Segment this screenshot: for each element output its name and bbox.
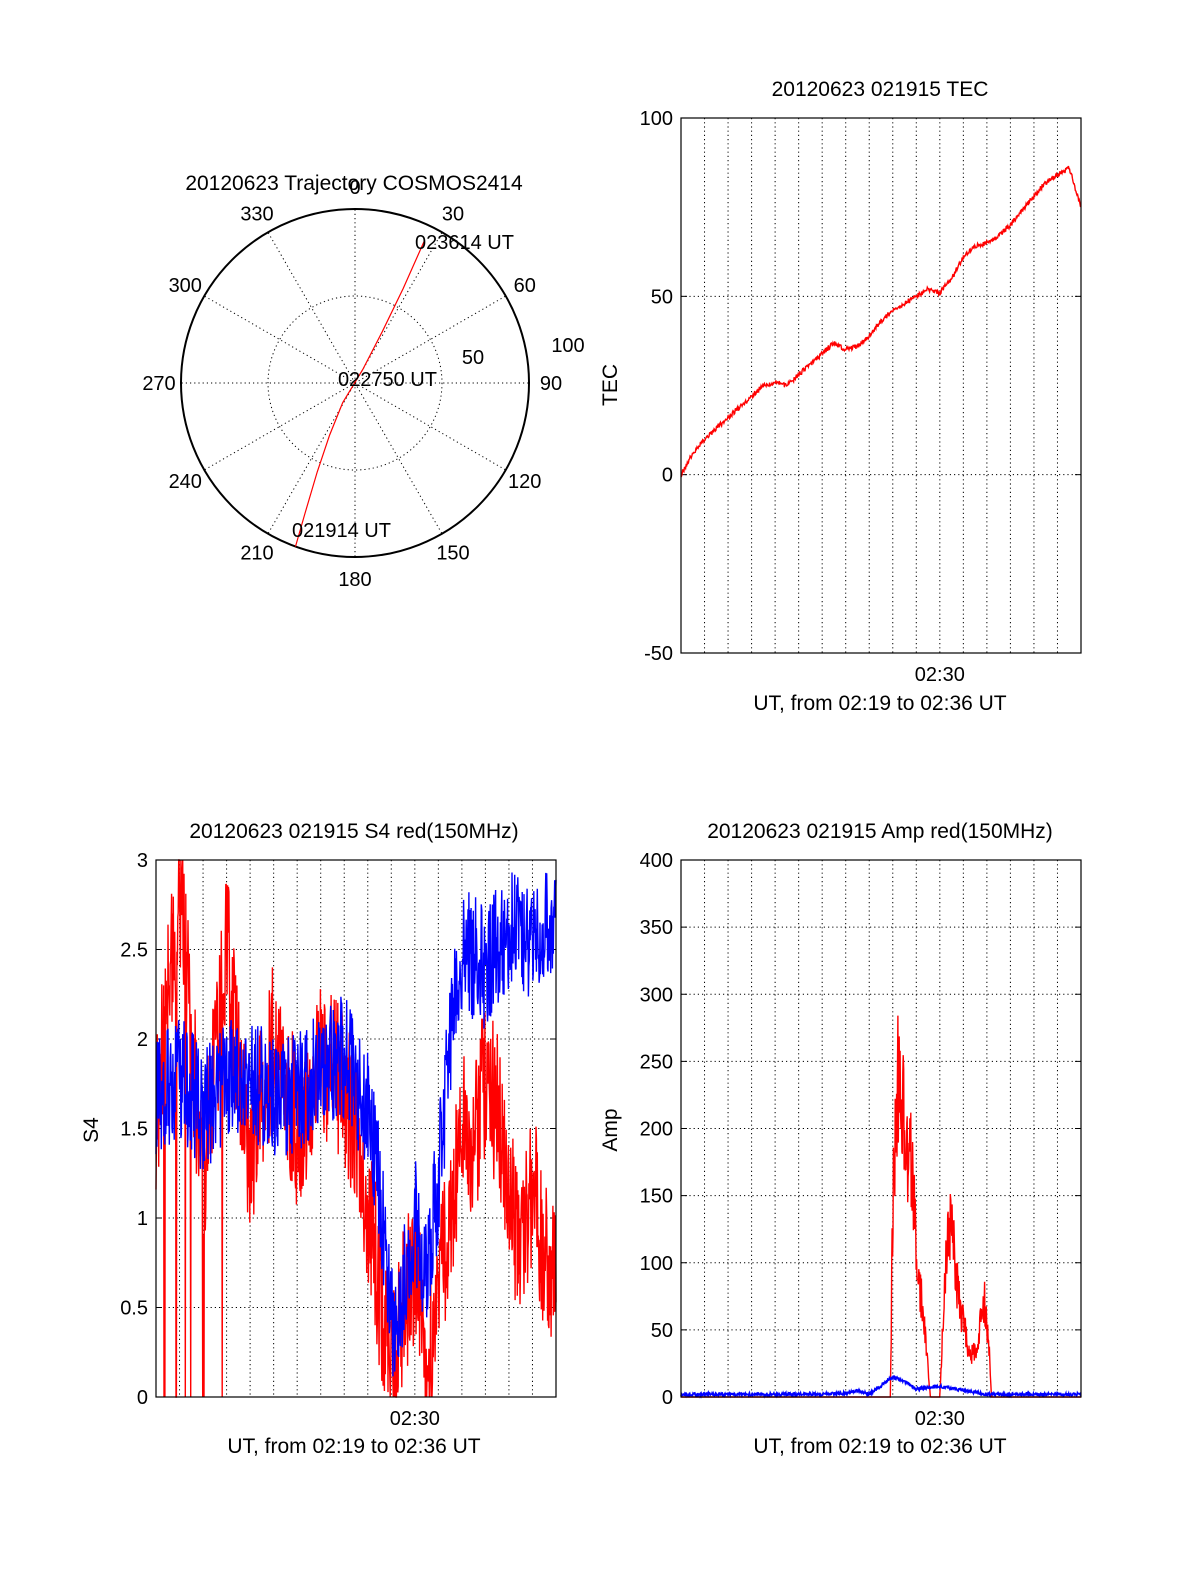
amp-frame xyxy=(680,859,1082,1398)
polar-title: 20120623 Trajectory COSMOS2414 xyxy=(185,172,523,195)
s4-red-series-line xyxy=(155,859,557,1398)
tec-y-tick-label--50: -50 xyxy=(644,643,673,665)
tec-y-tick-label-50: 50 xyxy=(651,286,673,308)
amp-blue-series-line xyxy=(680,1375,1082,1399)
amp-y-tick-label-150: 150 xyxy=(640,1186,673,1208)
s4-frame xyxy=(155,859,557,1398)
tec-y-axis-label: TEC xyxy=(599,364,622,406)
polar-azimuth-label-150: 150 xyxy=(436,543,469,565)
amp-y-tick-label-400: 400 xyxy=(640,850,673,872)
s4-title: 20120623 021915 S4 red(150MHz) xyxy=(189,820,518,843)
polar-azimuth-label-90: 90 xyxy=(540,373,562,395)
polar-trajectory-line xyxy=(294,240,426,547)
polar-annotation-mid: 022750 UT xyxy=(338,369,437,391)
polar-radial-label-50: 50 xyxy=(462,347,484,369)
amp-plot: 20120623 021915 Amp red(150MHz) 0 50 100 15… xyxy=(599,820,1082,1458)
amp-y-tick-label-350: 350 xyxy=(640,917,673,939)
tec-x-tick-label-0230: 02:30 xyxy=(915,664,965,686)
polar-plot: 20120623 Trajectory COSMOS2414 0 30 60 90 12… xyxy=(142,172,584,591)
polar-spoke-120 xyxy=(354,382,506,471)
polar-azimuth-label-30: 30 xyxy=(442,203,464,225)
tec-frame xyxy=(680,117,1082,654)
s4-x-tick-label-0230: 02:30 xyxy=(390,1408,440,1430)
polar-azimuth-label-120: 120 xyxy=(508,471,541,493)
s4-y-tick-label-0: 0 xyxy=(137,1387,148,1409)
amp-y-tick-label-300: 300 xyxy=(640,984,673,1006)
amp-y-tick-labels: 0 50 100 150 200 250 300 350 400 xyxy=(640,850,673,1409)
tec-y-tick-label-100: 100 xyxy=(640,108,673,130)
s4-y-axis-label: S4 xyxy=(80,1117,103,1143)
polar-outer-circle xyxy=(180,208,530,558)
polar-azimuth-label-330: 330 xyxy=(240,203,273,225)
polar-spoke-330 xyxy=(267,232,356,384)
polar-azimuth-label-270: 270 xyxy=(142,373,175,395)
polar-azimuth-labels: 0 30 60 90 120 150 180 210 240 270 300 330 xyxy=(142,177,562,591)
s4-y-tick-label-1: 1 xyxy=(137,1208,148,1230)
s4-y-tick-label-2: 2 xyxy=(137,1029,148,1051)
polar-annotation-end: 023614 UT xyxy=(415,232,514,254)
amp-y-tick-label-200: 200 xyxy=(640,1119,673,1141)
polar-azimuth-label-240: 240 xyxy=(169,471,202,493)
polar-azimuth-label-180: 180 xyxy=(338,569,371,591)
polar-radial-label-100: 100 xyxy=(551,335,584,357)
polar-spoke-150 xyxy=(354,382,443,534)
amp-x-tick-label-0230: 02:30 xyxy=(915,1408,965,1430)
s4-y-tick-label-0.5: 0.5 xyxy=(120,1298,148,1320)
tec-x-axis-label: UT, from 02:19 to 02:36 UT xyxy=(753,692,1006,715)
polar-azimuth-label-210: 210 xyxy=(240,543,273,565)
polar-azimuth-label-60: 60 xyxy=(514,275,536,297)
s4-x-axis-label: UT, from 02:19 to 02:36 UT xyxy=(227,1435,480,1458)
amp-grid xyxy=(681,859,1081,1398)
amp-title: 20120623 021915 Amp red(150MHz) xyxy=(707,820,1053,843)
s4-y-tick-label-2.5: 2.5 xyxy=(120,940,148,962)
polar-azimuth-label-0: 0 xyxy=(349,177,360,199)
amp-y-axis-label: Amp xyxy=(599,1108,622,1151)
s4-y-tick-label-1.5: 1.5 xyxy=(120,1119,148,1141)
polar-grid-circle-inner xyxy=(267,295,443,471)
polar-spoke-300 xyxy=(204,295,356,384)
tec-title: 20120623 021915 TEC xyxy=(772,78,989,101)
amp-red-series-line xyxy=(681,1015,1081,1398)
tec-grid xyxy=(681,117,1081,654)
amp-y-tick-label-100: 100 xyxy=(640,1253,673,1275)
tec-y-tick-label-0: 0 xyxy=(662,465,673,487)
polar-azimuth-label-300: 300 xyxy=(169,275,202,297)
amp-y-tick-label-0: 0 xyxy=(662,1387,673,1409)
s4-y-tick-label-3: 3 xyxy=(137,850,148,872)
amp-y-tick-label-50: 50 xyxy=(651,1320,673,1342)
tec-series-line xyxy=(680,165,1082,478)
s4-y-tick-labels: 0 0.5 1 1.5 2 2.5 3 xyxy=(120,850,148,1409)
polar-annotation-start: 021914 UT xyxy=(292,520,391,542)
amp-x-axis-label: UT, from 02:19 to 02:36 UT xyxy=(753,1435,1006,1458)
tec-y-tick-labels: -50 0 50 100 xyxy=(640,108,673,665)
tec-plot: 20120623 021915 TEC -50 0 50 100 02:30 UT, … xyxy=(599,78,1082,715)
s4-blue-series-line xyxy=(155,872,557,1377)
amp-y-tick-label-250: 250 xyxy=(640,1051,673,1073)
s4-plot: 20120623 021915 S4 red(150MHz) 0 0.5 1 1.5 2… xyxy=(80,820,557,1458)
